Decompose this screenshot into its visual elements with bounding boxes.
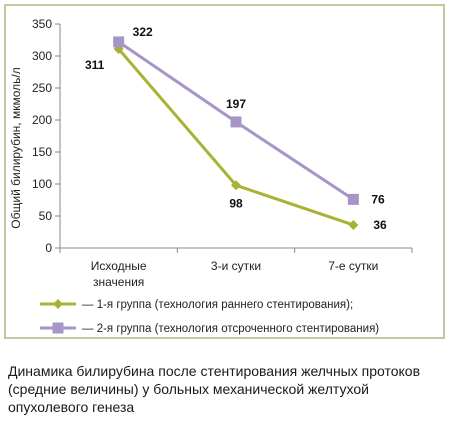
series-2-point xyxy=(347,193,359,205)
series-lines: 311 98 36 322 197 76 xyxy=(85,25,387,232)
x-category-labels: Исходные значения 3-и сутки 7-е сутки xyxy=(91,259,379,289)
data-label: 76 xyxy=(371,192,385,206)
bilirubin-line-chart: 0 50 100 150 200 250 300 350 Исходные значения 3-… xyxy=(9,17,413,335)
y-tick-label: 350 xyxy=(32,17,52,31)
series-2-point xyxy=(113,36,125,48)
data-label: 197 xyxy=(226,97,246,111)
y-tick-label: 300 xyxy=(32,49,52,63)
data-label: 322 xyxy=(133,25,153,39)
series-1-point xyxy=(231,180,241,191)
legend-label: — 1-я группа (технология раннего стентир… xyxy=(82,299,353,311)
x-category-label: 7-е сутки xyxy=(328,259,378,273)
data-label: 311 xyxy=(85,58,105,72)
x-category-label: Исходные значения xyxy=(91,259,147,289)
y-tick-label: 250 xyxy=(32,81,52,95)
data-label: 36 xyxy=(373,218,387,232)
x-category-label: 3-и сутки xyxy=(211,259,261,273)
legend: — 1-я группа (технология раннего стентир… xyxy=(40,299,379,335)
y-tick-label: 200 xyxy=(32,113,52,127)
y-tick-label: 50 xyxy=(39,209,53,223)
legend-marker xyxy=(53,299,63,309)
series-1-point xyxy=(348,219,359,230)
data-label: 98 xyxy=(229,196,243,210)
series-2-point xyxy=(230,116,242,128)
y-tick-label: 100 xyxy=(32,177,52,191)
legend-label: — 2-я группа (технология отсроченного ст… xyxy=(82,323,379,335)
y-axis-label: Общий билирубин, мкмоль/л xyxy=(9,67,23,228)
chart-axes xyxy=(55,23,413,253)
y-tick-label: 150 xyxy=(32,145,52,159)
figure-caption: Динамика билирубина после стентирования … xyxy=(8,363,421,415)
legend-marker xyxy=(52,322,64,334)
y-tick-label: 0 xyxy=(45,241,52,255)
y-tick-labels: 0 50 100 150 200 250 300 350 xyxy=(32,17,52,255)
